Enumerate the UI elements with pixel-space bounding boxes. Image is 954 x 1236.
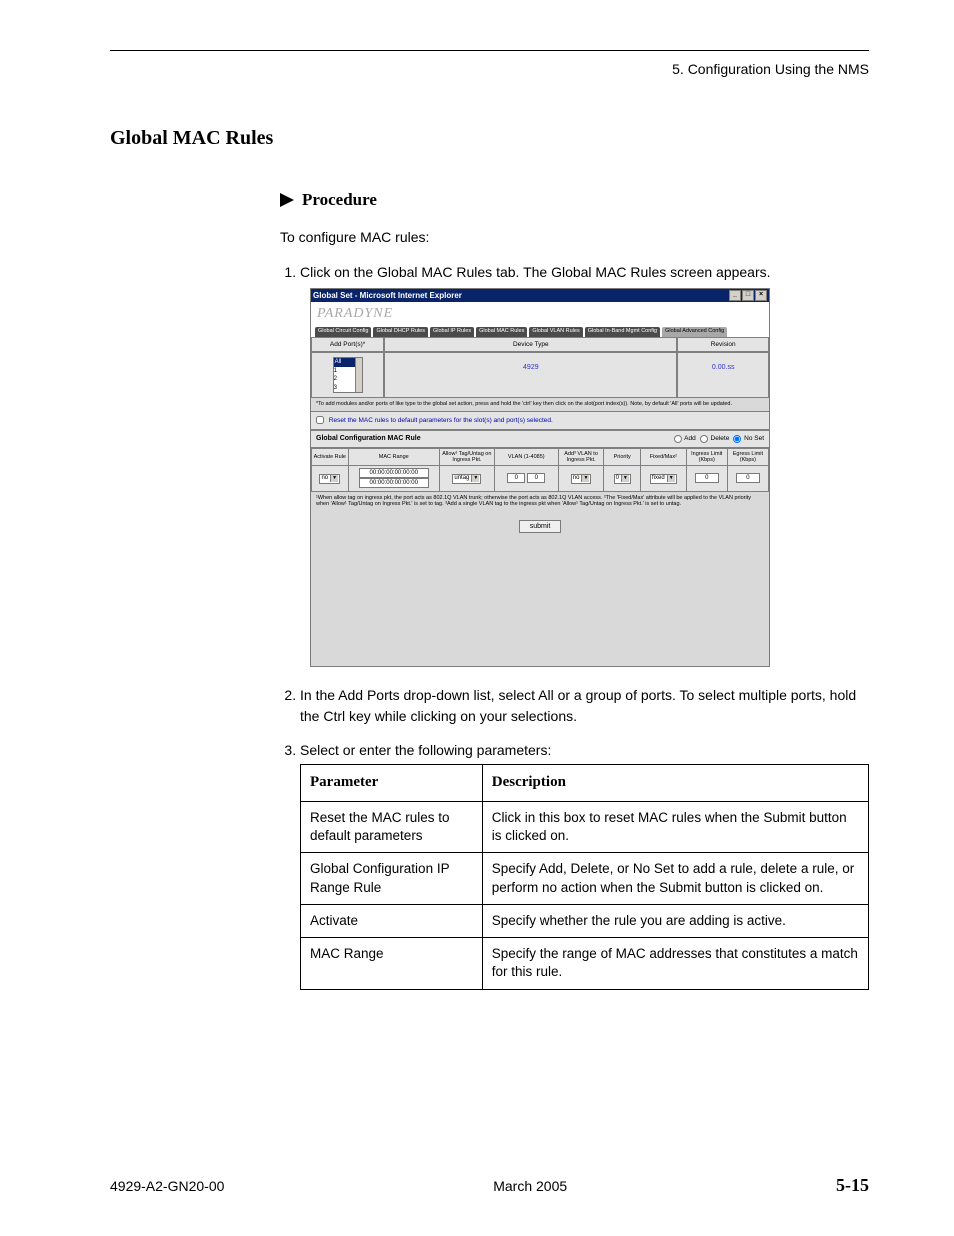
step-1: Click on the Global MAC Rules tab. The G… bbox=[300, 262, 869, 668]
activate-select[interactable]: no bbox=[319, 474, 340, 484]
param-cell: Activate bbox=[301, 904, 483, 937]
col-allow: Allow¹ Tag/Untag on Ingress Pkt. bbox=[439, 449, 494, 466]
step-3: Select or enter the following parameters… bbox=[300, 740, 869, 990]
egress-input[interactable]: 0 bbox=[736, 473, 760, 483]
mac-start-input[interactable]: 00:00:00:00:00:00 bbox=[359, 468, 429, 478]
vlan-a-input[interactable]: 0 bbox=[507, 473, 525, 483]
revision-value: 0.00.ss bbox=[677, 352, 769, 398]
col-activate: Activate Rule bbox=[312, 449, 349, 466]
radio-delete[interactable]: Delete bbox=[700, 434, 730, 443]
window-buttons: _ □ × bbox=[729, 290, 767, 301]
desc-cell: Specify whether the rule you are adding … bbox=[482, 904, 868, 937]
top-rule bbox=[110, 50, 869, 51]
tab-mac-rules[interactable]: Global MAC Rules bbox=[476, 327, 527, 337]
priority-select[interactable]: 0 bbox=[614, 474, 631, 484]
running-head: 5. Configuration Using the NMS bbox=[110, 61, 869, 77]
footer-date: March 2005 bbox=[493, 1178, 567, 1194]
table-row: Activate Specify whether the rule you ar… bbox=[301, 904, 869, 937]
submit-button[interactable]: submit bbox=[519, 520, 562, 533]
col-ingress: Ingress Limit (Kbps) bbox=[686, 449, 727, 466]
col-vlan: VLAN (1-4085) bbox=[494, 449, 558, 466]
grid-footnotes: ¹When allow tag on ingress pkt, the port… bbox=[311, 492, 769, 515]
table-row: Reset the MAC rules to default parameter… bbox=[301, 802, 869, 853]
reset-label: Reset the MAC rules to default parameter… bbox=[329, 417, 553, 424]
page-footer: 4929-A2-GN20-00 March 2005 5-15 bbox=[110, 1175, 869, 1196]
col-fixedmax: Fixed/Max² bbox=[640, 449, 686, 466]
param-cell: Global Configuration IP Range Rule bbox=[301, 853, 483, 904]
screenshot: Global Set - Microsoft Internet Explorer… bbox=[310, 288, 770, 668]
col-add-vlan: Add³ VLAN to Ingress Pkt. bbox=[558, 449, 604, 466]
tab-circuit-config[interactable]: Global Circuit Config bbox=[315, 327, 371, 337]
submit-row: submit bbox=[311, 514, 769, 536]
steps-list: Click on the Global MAC Rules tab. The G… bbox=[280, 262, 869, 990]
radio-add[interactable]: Add bbox=[674, 434, 696, 443]
add-ports-header: Add Port(s)* bbox=[311, 337, 384, 352]
table-row: Global Configuration IP Range Rule Speci… bbox=[301, 853, 869, 904]
close-icon[interactable]: × bbox=[755, 290, 767, 301]
desc-cell: Click in this box to reset MAC rules whe… bbox=[482, 802, 868, 853]
mac-end-input[interactable]: 00:00:00:00:00:00 bbox=[359, 478, 429, 488]
tab-vlan-rules[interactable]: Global VLAN Rules bbox=[529, 327, 582, 337]
parameter-table: Parameter Description Reset the MAC rule… bbox=[300, 764, 869, 989]
step-2: In the Add Ports drop-down list, select … bbox=[300, 685, 869, 726]
radio-noset-label: No Set bbox=[744, 435, 764, 442]
col-mac-range: MAC Range bbox=[348, 449, 439, 466]
rule-grid: Activate Rule MAC Range Allow¹ Tag/Untag… bbox=[311, 448, 769, 491]
radio-delete-label: Delete bbox=[711, 435, 730, 442]
rule-radios: Add Delete No Set bbox=[674, 434, 764, 443]
desc-header: Description bbox=[482, 765, 868, 802]
page: 5. Configuration Using the NMS Global MA… bbox=[0, 0, 954, 1236]
reset-checkbox[interactable] bbox=[316, 416, 324, 424]
ports-note: *To add modules and/or ports of like typ… bbox=[311, 398, 769, 411]
tab-bar: Global Circuit Config Global DHCP Rules … bbox=[311, 325, 769, 337]
procedure-label: Procedure bbox=[302, 190, 377, 210]
rule-row: no 00:00:00:00:00:00 00:00:00:00:00:00 u… bbox=[312, 466, 769, 491]
param-header: Parameter bbox=[301, 765, 483, 802]
add-vlan-select[interactable]: no bbox=[571, 474, 592, 484]
tab-dhcp-rules[interactable]: Global DHCP Rules bbox=[373, 327, 428, 337]
param-cell: Reset the MAC rules to default parameter… bbox=[301, 802, 483, 853]
step-3-text: Select or enter the following parameters… bbox=[300, 742, 551, 758]
section-title: Global MAC Rules bbox=[110, 127, 869, 150]
table-row: MAC Range Specify the range of MAC addre… bbox=[301, 938, 869, 989]
param-cell: MAC Range bbox=[301, 938, 483, 989]
vlan-b-input[interactable]: 0 bbox=[527, 473, 545, 483]
minimize-icon[interactable]: _ bbox=[729, 290, 741, 301]
ingress-input[interactable]: 0 bbox=[695, 473, 719, 483]
intro-text: To configure MAC rules: bbox=[280, 228, 869, 248]
window-title: Global Set - Microsoft Internet Explorer bbox=[313, 290, 462, 302]
procedure-heading: Procedure bbox=[280, 190, 869, 210]
device-type-header: Device Type bbox=[384, 337, 677, 352]
blank-area bbox=[311, 536, 769, 666]
col-priority: Priority bbox=[604, 449, 641, 466]
tab-ip-rules[interactable]: Global IP Rules bbox=[430, 327, 474, 337]
step-1-text: Click on the Global MAC Rules tab. The G… bbox=[300, 264, 771, 280]
allow-select[interactable]: untag bbox=[452, 474, 481, 484]
maximize-icon[interactable]: □ bbox=[742, 290, 754, 301]
tab-advanced-config[interactable]: Global Advanced Config bbox=[662, 327, 727, 337]
reset-row: Reset the MAC rules to default parameter… bbox=[311, 412, 769, 429]
port-list-scrollbar[interactable] bbox=[355, 358, 362, 392]
radio-noset[interactable]: No Set bbox=[733, 434, 764, 443]
procedure-block: Procedure To configure MAC rules: Click … bbox=[280, 190, 869, 990]
screenshot-content: Add Port(s)* Device Type Revision All 1 … bbox=[311, 337, 769, 667]
footer-doc-id: 4929-A2-GN20-00 bbox=[110, 1178, 224, 1194]
col-egress: Egress Limit (Kbps) bbox=[727, 449, 768, 466]
triangle-icon bbox=[280, 193, 294, 207]
desc-cell: Specify Add, Delete, or No Set to add a … bbox=[482, 853, 868, 904]
device-type-value: 4929 bbox=[384, 352, 677, 398]
revision-header: Revision bbox=[677, 337, 769, 352]
fixedmax-select[interactable]: fixed bbox=[650, 474, 677, 484]
window-titlebar: Global Set - Microsoft Internet Explorer… bbox=[311, 289, 769, 303]
radio-add-label: Add bbox=[684, 435, 696, 442]
footer-page-number: 5-15 bbox=[836, 1175, 869, 1196]
brand-logo: PARADYNE bbox=[311, 302, 769, 324]
rule-section-title: Global Configuration MAC Rule bbox=[316, 434, 421, 444]
desc-cell: Specify the range of MAC addresses that … bbox=[482, 938, 868, 989]
tab-inband-mgmt[interactable]: Global In-Band Mgmt Config bbox=[585, 327, 660, 337]
add-ports-list[interactable]: All 1 2 3 bbox=[333, 357, 363, 393]
